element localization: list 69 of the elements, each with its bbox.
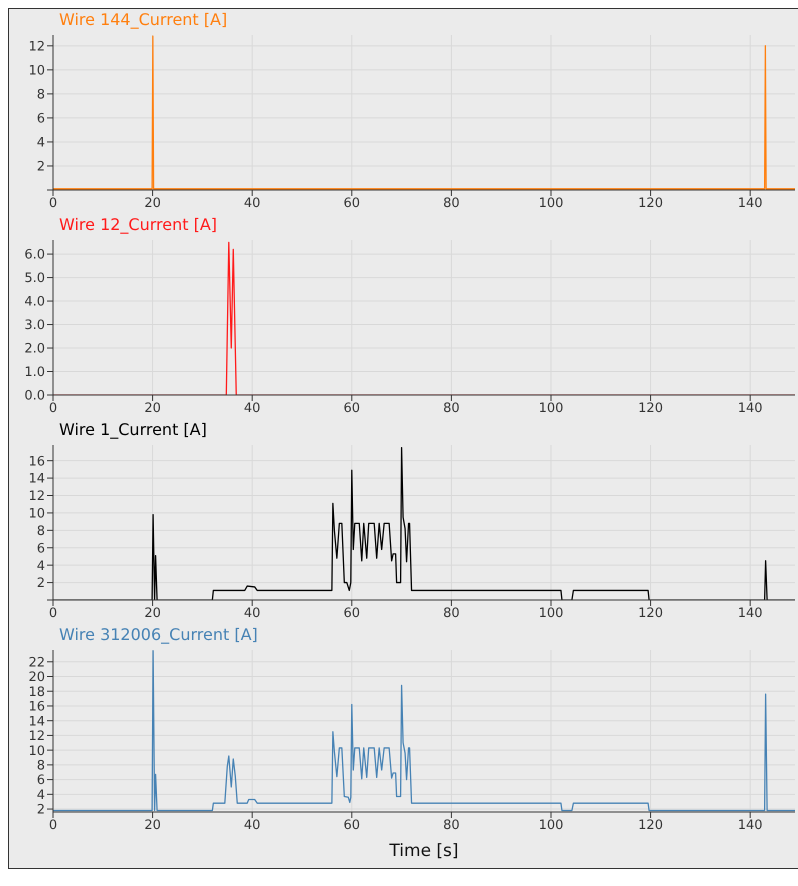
x-tick-label: 20 xyxy=(144,606,161,622)
y-tick-label: 4 xyxy=(36,136,45,151)
x-tick-label: 120 xyxy=(638,818,663,834)
x-tick-label: 100 xyxy=(538,818,564,834)
x-tick-label: 140 xyxy=(738,401,763,416)
y-tick-label: 6 xyxy=(36,773,45,788)
x-tick-label: 40 xyxy=(244,196,260,212)
y-tick-label: 5.0 xyxy=(24,271,45,286)
y-tick-label: 22 xyxy=(28,655,45,670)
y-tick-label: 14 xyxy=(28,714,45,730)
y-tick-label: 8 xyxy=(36,87,45,102)
x-tick-label: 60 xyxy=(344,401,360,416)
y-tick-label: 8 xyxy=(36,758,45,774)
x-tick-label: 140 xyxy=(738,606,763,622)
y-tick-label: 2 xyxy=(36,576,45,592)
x-tick-label: 20 xyxy=(144,818,161,834)
y-tick-label: 2 xyxy=(36,802,45,818)
y-tick-label: 8 xyxy=(36,524,45,539)
x-tick-label: 140 xyxy=(738,818,763,834)
x-tick-label: 120 xyxy=(638,196,663,212)
y-tick-label: 6 xyxy=(36,541,45,556)
y-tick-label: 12 xyxy=(28,729,45,744)
x-tick-label: 100 xyxy=(538,606,564,622)
x-tick-label: 0 xyxy=(48,606,58,622)
y-tick-label: 12 xyxy=(28,39,45,54)
x-tick-label: 80 xyxy=(443,818,460,834)
x-tick-label: 80 xyxy=(443,401,460,416)
x-tick-label: 20 xyxy=(144,401,161,416)
chart-title: Wire 1_Current [A] xyxy=(58,419,208,441)
y-tick-label: 2.0 xyxy=(24,342,45,357)
y-tick-label: 10 xyxy=(28,506,45,522)
x-tick-label: 40 xyxy=(244,818,260,834)
chart-title: Wire 12_Current [A] xyxy=(58,214,218,236)
y-tick-label: 20 xyxy=(28,670,45,686)
y-tick-label: 3.0 xyxy=(24,318,45,334)
y-tick-label: 16 xyxy=(28,454,45,470)
y-tick-label: 0.0 xyxy=(24,388,45,404)
y-tick-label: 6 xyxy=(36,112,45,127)
y-tick-label: 4 xyxy=(36,788,45,803)
x-tick-label: 60 xyxy=(344,606,360,622)
y-tick-label: 16 xyxy=(28,700,45,715)
chart-title: Wire 144_Current [A] xyxy=(58,9,228,31)
x-tick-label: 80 xyxy=(443,196,460,212)
x-tick-label: 0 xyxy=(48,818,58,834)
x-tick-label: 40 xyxy=(244,606,260,622)
y-tick-label: 10 xyxy=(28,744,45,759)
y-tick-label: 4.0 xyxy=(24,294,45,310)
y-tick-label: 1.0 xyxy=(24,365,45,380)
x-tick-label: 100 xyxy=(538,196,564,212)
y-tick-label: 12 xyxy=(28,489,45,504)
x-tick-label: 60 xyxy=(344,196,360,212)
x-tick-label: 60 xyxy=(344,818,360,834)
x-tick-label: 0 xyxy=(48,196,58,212)
x-tick-label: 80 xyxy=(443,606,460,622)
x-tick-label: 100 xyxy=(538,401,564,416)
y-tick-label: 4 xyxy=(36,558,45,574)
x-tick-label: 140 xyxy=(738,196,763,212)
y-tick-label: 2 xyxy=(36,160,45,175)
x-tick-label: 120 xyxy=(638,401,663,416)
x-axis-title: Time [s] xyxy=(388,841,459,861)
y-tick-label: 14 xyxy=(28,472,45,487)
y-tick-label: 6.0 xyxy=(24,248,45,263)
y-tick-label: 10 xyxy=(28,63,45,78)
x-tick-label: 120 xyxy=(638,606,663,622)
y-tick-label: 18 xyxy=(28,684,45,700)
x-tick-label: 0 xyxy=(48,401,58,416)
x-tick-label: 40 xyxy=(244,401,260,416)
chart-title: Wire 312006_Current [A] xyxy=(58,624,259,646)
x-tick-label: 20 xyxy=(144,196,161,212)
